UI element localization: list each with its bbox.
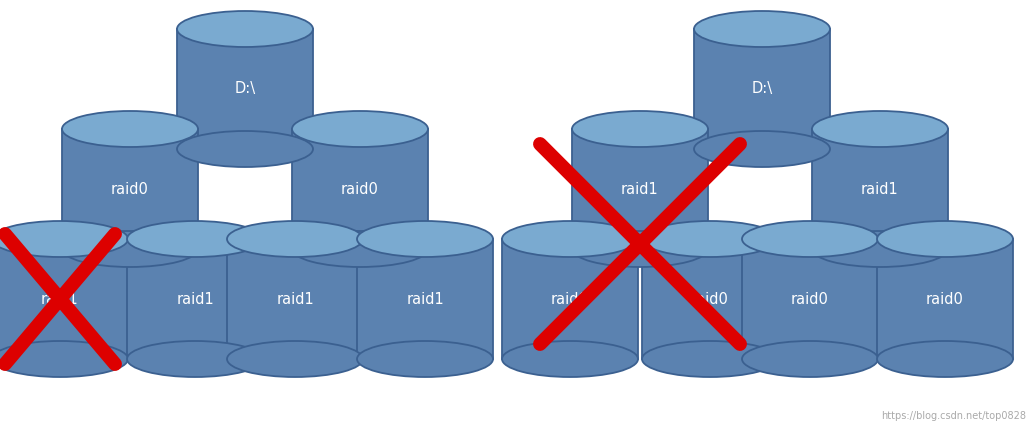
Text: raid0: raid0 xyxy=(111,181,149,196)
Ellipse shape xyxy=(0,341,128,377)
Polygon shape xyxy=(501,239,638,359)
Ellipse shape xyxy=(62,231,197,267)
Polygon shape xyxy=(177,29,313,149)
Ellipse shape xyxy=(572,111,708,147)
Polygon shape xyxy=(812,129,948,249)
Text: raid1: raid1 xyxy=(176,291,214,306)
Text: raid1: raid1 xyxy=(861,181,899,196)
Text: raid0: raid0 xyxy=(551,291,589,306)
Ellipse shape xyxy=(742,221,878,257)
Polygon shape xyxy=(227,239,363,359)
Text: raid1: raid1 xyxy=(406,291,444,306)
Ellipse shape xyxy=(642,221,778,257)
Text: raid1: raid1 xyxy=(276,291,314,306)
Ellipse shape xyxy=(501,221,638,257)
Text: https://blog.csdn.net/top0828: https://blog.csdn.net/top0828 xyxy=(881,411,1026,421)
Polygon shape xyxy=(0,239,128,359)
Text: raid0: raid0 xyxy=(791,291,829,306)
Ellipse shape xyxy=(572,231,708,267)
Polygon shape xyxy=(357,239,493,359)
Polygon shape xyxy=(642,239,778,359)
Ellipse shape xyxy=(292,231,428,267)
Ellipse shape xyxy=(0,221,128,257)
Polygon shape xyxy=(572,129,708,249)
Ellipse shape xyxy=(357,341,493,377)
Ellipse shape xyxy=(177,11,313,47)
Text: raid1: raid1 xyxy=(41,291,79,306)
Ellipse shape xyxy=(877,341,1013,377)
Ellipse shape xyxy=(812,231,948,267)
Ellipse shape xyxy=(357,221,493,257)
Text: D:\: D:\ xyxy=(235,82,255,97)
Text: raid1: raid1 xyxy=(621,181,659,196)
Text: RAID10: RAID10 xyxy=(212,12,278,30)
Text: RAID01: RAID01 xyxy=(729,12,795,30)
Ellipse shape xyxy=(812,111,948,147)
Ellipse shape xyxy=(127,341,263,377)
Polygon shape xyxy=(62,129,197,249)
Ellipse shape xyxy=(742,341,878,377)
Polygon shape xyxy=(127,239,263,359)
Ellipse shape xyxy=(292,111,428,147)
Ellipse shape xyxy=(694,11,830,47)
Ellipse shape xyxy=(877,221,1013,257)
Text: raid0: raid0 xyxy=(691,291,729,306)
Ellipse shape xyxy=(227,341,363,377)
Ellipse shape xyxy=(62,111,197,147)
Polygon shape xyxy=(742,239,878,359)
Ellipse shape xyxy=(694,131,830,167)
Polygon shape xyxy=(694,29,830,149)
Ellipse shape xyxy=(227,221,363,257)
Polygon shape xyxy=(877,239,1013,359)
Text: raid0: raid0 xyxy=(926,291,964,306)
Ellipse shape xyxy=(177,131,313,167)
Text: raid0: raid0 xyxy=(341,181,378,196)
Ellipse shape xyxy=(127,221,263,257)
Text: D:\: D:\ xyxy=(752,82,772,97)
Ellipse shape xyxy=(642,341,778,377)
Ellipse shape xyxy=(501,341,638,377)
Polygon shape xyxy=(292,129,428,249)
